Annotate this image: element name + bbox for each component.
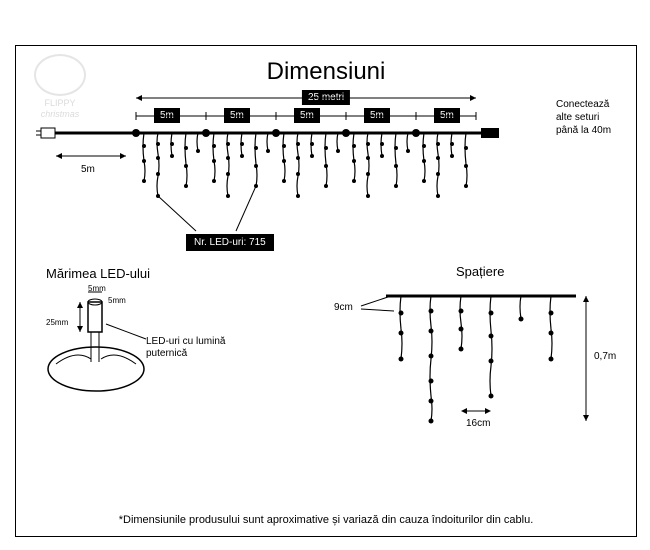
led-height: 5mm (108, 296, 126, 305)
led-count-box: Nr. LED-uri: 715 (186, 234, 274, 251)
spacing-title: Spațiere (456, 264, 504, 279)
spacing-drop: 0,7m (594, 351, 616, 362)
spacing-svg (346, 281, 606, 441)
led-depth: 25mm (46, 318, 68, 327)
disclaimer-text: *Dimensiunile produsului sunt aproximati… (119, 514, 534, 526)
led-width: 5mm (88, 284, 106, 293)
diagram-container: FLIPPY christmas Dimensiuni 25 metri 5m … (0, 0, 650, 550)
main-curtain-svg (36, 86, 576, 236)
led-size-title: Mărimea LED-ului (46, 266, 150, 281)
spacing-top: 9cm (334, 302, 353, 313)
spacing-led: 16cm (466, 418, 490, 429)
led-note: LED-uri cu lumină puternică (146, 336, 236, 360)
main-title: Dimensiuni (267, 58, 386, 86)
diagram-frame: FLIPPY christmas Dimensiuni 25 metri 5m … (15, 45, 637, 537)
lead-cable-label: 5m (81, 164, 95, 175)
